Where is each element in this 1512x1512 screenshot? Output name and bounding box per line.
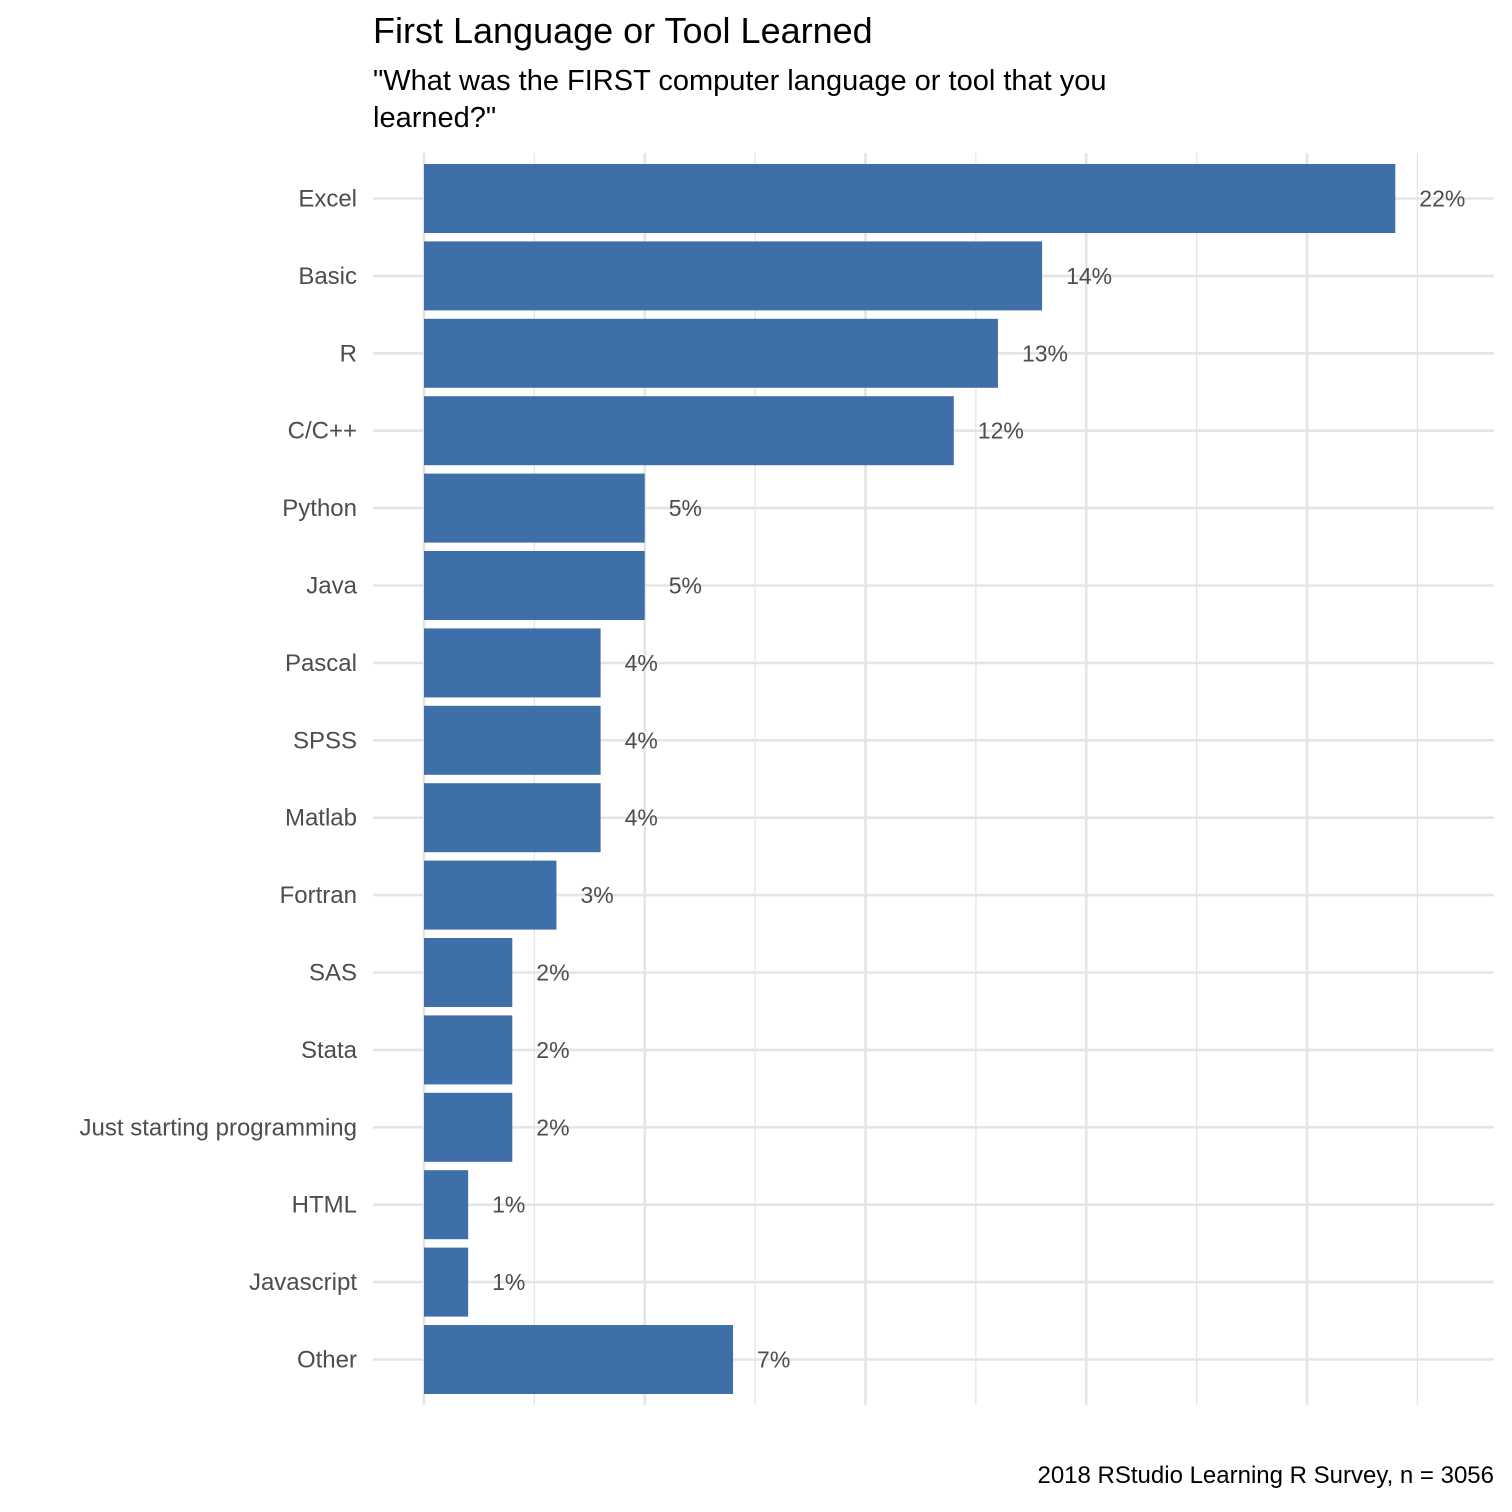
category-label: Java <box>306 573 357 600</box>
category-label: Fortran <box>280 882 357 909</box>
data-label: 3% <box>580 882 613 908</box>
category-label: Python <box>282 495 357 522</box>
bar <box>424 1325 734 1394</box>
data-label: 13% <box>1022 340 1068 366</box>
bar <box>424 1015 513 1085</box>
category-label: Just starting programming <box>80 1114 357 1141</box>
data-label: 12% <box>978 418 1024 444</box>
bar <box>424 164 1396 233</box>
data-label: 4% <box>625 650 658 676</box>
data-label: 5% <box>669 495 702 521</box>
chart-title: First Language or Tool Learned <box>373 10 873 51</box>
category-label: SPSS <box>293 727 357 754</box>
data-label: 22% <box>1419 186 1465 212</box>
bar <box>424 473 645 543</box>
data-label: 4% <box>625 805 658 831</box>
data-label: 7% <box>757 1347 790 1373</box>
bars <box>424 164 1396 1394</box>
category-label: Matlab <box>285 805 357 832</box>
data-label: 4% <box>625 727 658 753</box>
bar <box>424 1247 469 1317</box>
data-label: 5% <box>669 573 702 599</box>
data-label: 14% <box>1066 263 1112 289</box>
category-label: Basic <box>298 263 357 290</box>
data-label: 2% <box>536 960 569 986</box>
category-label: SAS <box>309 960 357 987</box>
bar <box>424 860 557 930</box>
data-label: 1% <box>492 1192 525 1218</box>
bar <box>424 628 601 698</box>
data-label: 2% <box>536 1114 569 1140</box>
bar <box>424 551 645 620</box>
bar <box>424 318 998 388</box>
chart-subtitle: "What was the FIRST computer language or… <box>373 65 1107 134</box>
bar <box>424 1170 469 1240</box>
bar <box>424 241 1043 311</box>
category-label: Pascal <box>285 650 357 677</box>
category-label: Excel <box>298 186 357 213</box>
category-label: Other <box>297 1347 357 1374</box>
category-label: HTML <box>292 1192 357 1219</box>
data-label: 2% <box>536 1037 569 1063</box>
data-label: 1% <box>492 1269 525 1295</box>
bar <box>424 396 954 466</box>
category-label: Stata <box>301 1037 358 1064</box>
chart-caption: 2018 RStudio Learning R Survey, n = 3056 <box>1037 1462 1494 1489</box>
bar <box>424 1092 513 1162</box>
labels: Excel 22% Basic 14% R 13% C/C++ 12% Python 5% Java… <box>80 186 1466 1374</box>
category-label: R <box>340 340 357 367</box>
bar <box>424 705 601 775</box>
category-label: Javascript <box>249 1269 357 1296</box>
bar <box>424 783 601 853</box>
bar <box>424 938 513 1007</box>
category-label: C/C++ <box>288 418 357 445</box>
